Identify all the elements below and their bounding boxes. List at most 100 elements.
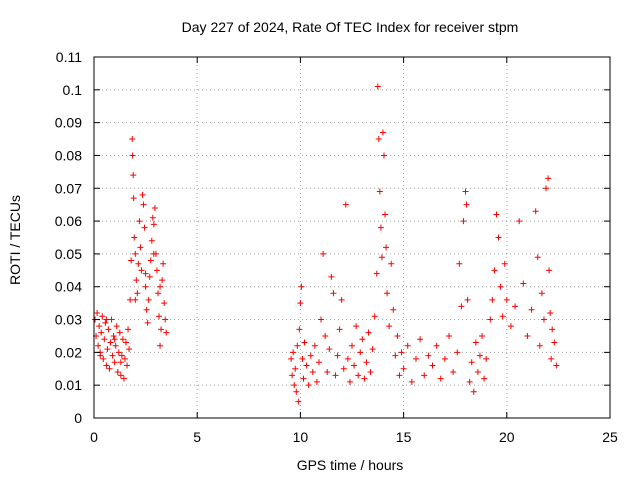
data-point bbox=[131, 234, 138, 241]
data-point bbox=[468, 359, 475, 366]
data-point bbox=[297, 300, 304, 307]
data-point bbox=[398, 349, 405, 356]
data-point bbox=[161, 300, 168, 307]
data-point bbox=[154, 290, 161, 297]
data-point bbox=[396, 372, 403, 379]
data-point bbox=[142, 283, 149, 290]
data-point bbox=[326, 346, 333, 353]
data-point bbox=[132, 250, 139, 257]
x-tick-label: 10 bbox=[293, 429, 309, 445]
data-point bbox=[116, 329, 123, 336]
data-point bbox=[124, 362, 131, 369]
data-point bbox=[111, 359, 118, 366]
data-point bbox=[332, 372, 339, 379]
data-point bbox=[122, 339, 129, 346]
plot-frame bbox=[93, 56, 611, 419]
data-point bbox=[132, 296, 139, 303]
data-point bbox=[110, 332, 117, 339]
data-point bbox=[545, 175, 552, 182]
data-point bbox=[107, 339, 114, 346]
data-point bbox=[113, 323, 120, 330]
data-point bbox=[547, 309, 554, 316]
data-point bbox=[359, 336, 366, 343]
data-point bbox=[379, 129, 386, 136]
y-tick-label: 0.02 bbox=[55, 344, 82, 360]
y-tick-label: 0.1 bbox=[63, 82, 83, 98]
data-point bbox=[375, 136, 382, 143]
data-point bbox=[483, 355, 490, 362]
data-point bbox=[121, 355, 128, 362]
data-point bbox=[322, 332, 329, 339]
data-point bbox=[355, 372, 362, 379]
data-point bbox=[462, 188, 469, 195]
data-point bbox=[404, 342, 411, 349]
data-point bbox=[157, 283, 164, 290]
data-point bbox=[446, 332, 453, 339]
data-point bbox=[361, 375, 368, 382]
data-point bbox=[363, 359, 370, 366]
data-point bbox=[112, 342, 119, 349]
data-point bbox=[145, 296, 152, 303]
data-point bbox=[134, 290, 141, 297]
data-point bbox=[460, 218, 467, 225]
data-point bbox=[441, 355, 448, 362]
data-point bbox=[160, 260, 167, 267]
data-point bbox=[295, 398, 302, 405]
data-point bbox=[378, 254, 385, 261]
data-point bbox=[305, 382, 312, 389]
data-point bbox=[315, 359, 322, 366]
data-point bbox=[307, 352, 314, 359]
data-point bbox=[374, 83, 381, 90]
data-point bbox=[382, 211, 389, 218]
y-axis-label: ROTI / TECUs bbox=[7, 195, 23, 285]
data-point bbox=[163, 329, 170, 336]
y-tick-label: 0.11 bbox=[56, 49, 82, 65]
data-point bbox=[294, 342, 301, 349]
data-point bbox=[146, 273, 153, 280]
data-point bbox=[288, 355, 295, 362]
data-point bbox=[549, 326, 556, 333]
data-point bbox=[386, 323, 393, 330]
data-point bbox=[373, 270, 380, 277]
data-point bbox=[292, 365, 299, 372]
data-point bbox=[133, 277, 140, 284]
data-point bbox=[499, 313, 506, 320]
data-point bbox=[408, 378, 415, 385]
data-point bbox=[344, 355, 351, 362]
data-point bbox=[103, 362, 110, 369]
data-point bbox=[487, 316, 494, 323]
data-point bbox=[142, 270, 149, 277]
axis-ticks: 0 0.01 0.02 0.03 0.04 0.05 0.06 0.07 0.08 0.09 0.1… bbox=[55, 49, 618, 445]
y-tick-label: 0.09 bbox=[55, 115, 82, 131]
data-point bbox=[108, 316, 115, 323]
data-point bbox=[291, 382, 298, 389]
data-point bbox=[111, 336, 118, 343]
x-tick-label: 15 bbox=[396, 429, 412, 445]
x-tick-label: 0 bbox=[90, 429, 98, 445]
data-point bbox=[369, 346, 376, 353]
data-point bbox=[546, 267, 553, 274]
data-point bbox=[479, 332, 486, 339]
data-point bbox=[101, 336, 108, 343]
data-points bbox=[92, 83, 560, 405]
data-point bbox=[338, 296, 345, 303]
data-point bbox=[289, 372, 296, 379]
data-point bbox=[532, 208, 539, 215]
data-point bbox=[371, 313, 378, 320]
data-point bbox=[328, 273, 335, 280]
data-point bbox=[298, 283, 305, 290]
data-point bbox=[429, 362, 436, 369]
data-point bbox=[474, 369, 481, 376]
data-point bbox=[543, 185, 550, 192]
data-point bbox=[456, 260, 463, 267]
y-tick-label: 0.07 bbox=[55, 180, 82, 196]
data-point bbox=[141, 224, 148, 231]
data-point bbox=[390, 306, 397, 313]
data-point bbox=[127, 296, 134, 303]
data-point bbox=[117, 372, 124, 379]
data-point bbox=[158, 326, 165, 333]
data-point bbox=[377, 224, 384, 231]
data-point bbox=[528, 306, 535, 313]
data-point bbox=[120, 375, 127, 382]
data-point bbox=[497, 283, 504, 290]
